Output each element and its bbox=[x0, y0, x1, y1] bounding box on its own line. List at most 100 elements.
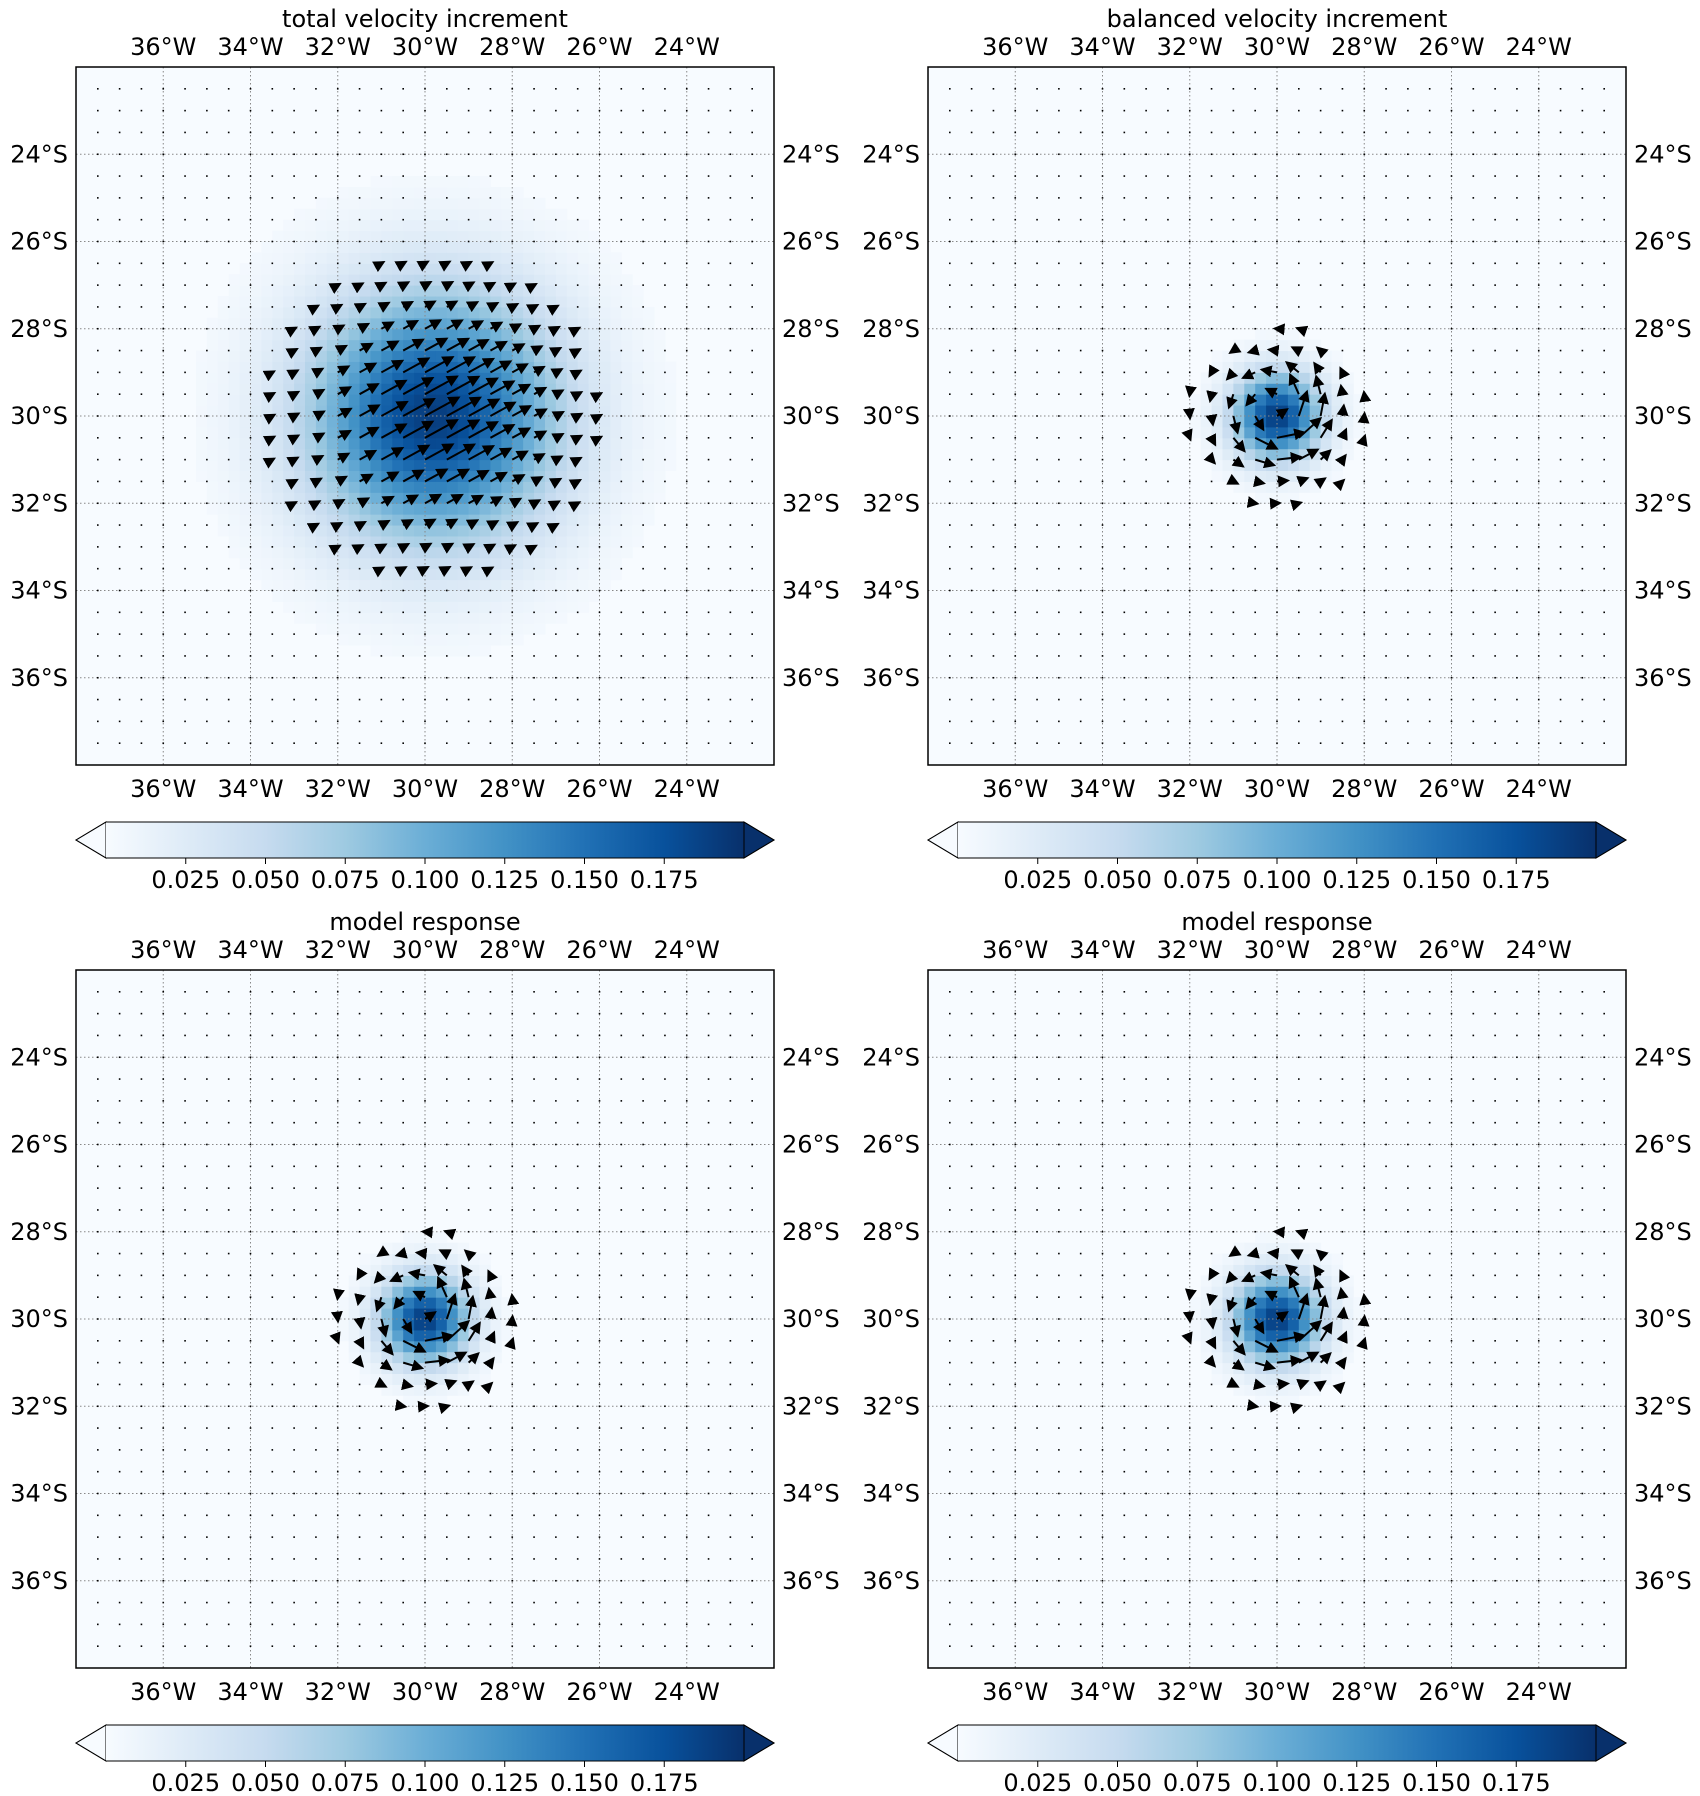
heatmap-cell bbox=[283, 426, 295, 439]
heatmap-cell bbox=[414, 317, 426, 330]
vector-arrow bbox=[379, 1358, 393, 1371]
heatmap-cell bbox=[381, 645, 393, 657]
vector-arrow bbox=[1428, 589, 1431, 592]
heatmap-cell bbox=[566, 503, 579, 515]
vector-arrow bbox=[598, 1449, 601, 1451]
vector-arrow bbox=[589, 392, 604, 404]
vector-arrow bbox=[1385, 327, 1387, 330]
heatmap-cell bbox=[501, 590, 513, 602]
vector-arrow bbox=[729, 175, 732, 177]
heatmap-cell bbox=[337, 1297, 350, 1309]
vector-arrow bbox=[140, 546, 143, 548]
vector-arrow bbox=[1319, 109, 1322, 112]
vector-arrow bbox=[620, 1034, 623, 1037]
vector-arrow bbox=[140, 1492, 143, 1495]
heatmap-cell bbox=[588, 317, 600, 330]
vector-arrow bbox=[1559, 240, 1562, 243]
vector-arrow bbox=[1232, 589, 1235, 592]
vector-arrow bbox=[227, 109, 230, 112]
vector-arrow bbox=[1428, 437, 1431, 439]
lat-tick-label-right: 26°S bbox=[782, 1131, 840, 1159]
vector-arrow bbox=[1101, 720, 1104, 723]
heatmap-cell bbox=[217, 437, 230, 450]
vector-arrow bbox=[184, 218, 186, 221]
vector-arrow bbox=[685, 480, 688, 483]
heatmap-cell bbox=[250, 503, 262, 515]
vector-arrow bbox=[162, 698, 165, 701]
vector-arrow bbox=[555, 1252, 557, 1255]
vector-arrow bbox=[249, 698, 252, 701]
vector-arrow bbox=[751, 1318, 753, 1320]
vector-arrow bbox=[707, 1470, 710, 1473]
vector-arrow bbox=[620, 589, 623, 592]
heatmap-cell bbox=[479, 426, 491, 439]
heatmap-cell bbox=[381, 1351, 393, 1364]
vector-arrow bbox=[1079, 676, 1082, 679]
heatmap-cell bbox=[446, 1362, 459, 1375]
vector-arrow bbox=[1232, 218, 1235, 221]
vector-arrow bbox=[489, 496, 504, 508]
heatmap-cell bbox=[468, 263, 481, 275]
vector-arrow bbox=[140, 327, 143, 330]
vector-arrow bbox=[949, 131, 951, 134]
heatmap-cell bbox=[643, 405, 655, 417]
heatmap-cell bbox=[577, 525, 590, 537]
heatmap-cell bbox=[425, 503, 437, 515]
vector-arrow bbox=[1036, 218, 1038, 221]
vector-arrow bbox=[1101, 327, 1104, 330]
vector-arrow bbox=[97, 1470, 99, 1473]
heatmap-cell bbox=[403, 1275, 415, 1287]
lon-tick-label-bottom: 32°W bbox=[305, 1678, 371, 1706]
vector-arrow bbox=[685, 131, 688, 134]
heatmap-cell bbox=[577, 405, 590, 417]
heatmap-cell bbox=[261, 405, 273, 417]
vector-arrow bbox=[1210, 611, 1213, 614]
heatmap-cell bbox=[435, 383, 448, 395]
heatmap-cell bbox=[381, 361, 393, 373]
vector-arrow bbox=[402, 1623, 404, 1626]
vector-arrow bbox=[293, 1579, 295, 1582]
vector-arrow bbox=[1472, 698, 1475, 701]
heatmap-cell bbox=[523, 328, 535, 341]
vector-arrow bbox=[402, 1209, 404, 1211]
vector-arrow bbox=[1581, 676, 1584, 679]
heatmap-cell bbox=[261, 525, 273, 537]
vector-arrow bbox=[511, 1558, 514, 1560]
heatmap-cell bbox=[403, 1362, 415, 1375]
heatmap-cell bbox=[261, 546, 273, 559]
vector-arrow bbox=[329, 521, 344, 533]
vector-arrow bbox=[555, 742, 557, 744]
vector-arrow bbox=[315, 1143, 317, 1146]
heatmap-cell bbox=[544, 317, 557, 330]
vector-arrow bbox=[1341, 197, 1344, 199]
heatmap-cell bbox=[326, 546, 339, 559]
vector-arrow bbox=[664, 88, 666, 90]
heatmap-cell bbox=[239, 470, 251, 482]
vector-arrow bbox=[184, 1645, 186, 1647]
vector-arrow bbox=[555, 1165, 557, 1168]
vector-arrow bbox=[353, 1316, 366, 1330]
lon-tick-label-top: 34°W bbox=[217, 936, 283, 964]
vector-arrow bbox=[1058, 284, 1060, 286]
vector-arrow bbox=[1472, 567, 1475, 570]
vector-arrow bbox=[293, 1078, 295, 1080]
vector-arrow bbox=[1559, 567, 1562, 570]
vector-arrow bbox=[1450, 676, 1453, 679]
vector-arrow bbox=[1014, 306, 1017, 308]
heatmap-cell bbox=[457, 437, 470, 450]
heatmap-cell bbox=[446, 230, 459, 242]
vector-arrow bbox=[1319, 524, 1322, 526]
vector-arrow bbox=[206, 676, 208, 679]
vector-arrow bbox=[1450, 546, 1453, 548]
vector-arrow bbox=[358, 1078, 361, 1080]
vector-arrow bbox=[1494, 502, 1496, 505]
vector-arrow bbox=[336, 1449, 339, 1451]
vector-arrow bbox=[489, 698, 492, 701]
vector-arrow bbox=[227, 1252, 230, 1255]
vector-arrow bbox=[315, 991, 317, 993]
vector-arrow bbox=[1232, 742, 1235, 744]
vector-arrow bbox=[118, 327, 121, 330]
heatmap-cell bbox=[337, 208, 350, 221]
heatmap-cell bbox=[370, 579, 382, 591]
vector-arrow bbox=[1559, 88, 1562, 90]
